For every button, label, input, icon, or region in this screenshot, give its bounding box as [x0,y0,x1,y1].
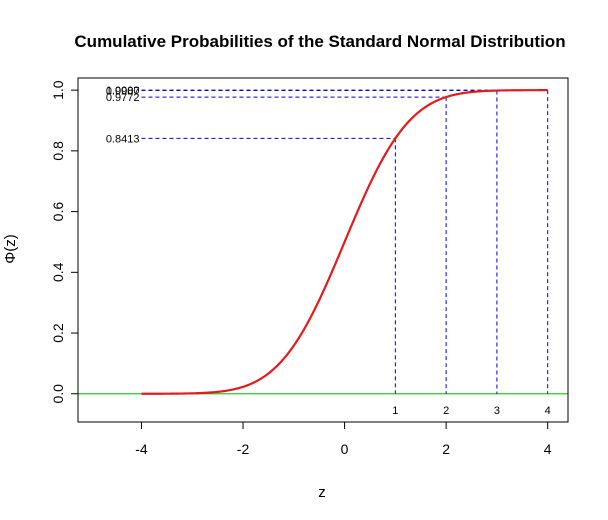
y-tick-label: 0.4 [50,262,66,282]
x-tick-label: 4 [544,441,552,457]
plot-frame [77,77,569,423]
reference-probability-label: 0.9987 [106,86,140,98]
y-tick-label: 0.6 [50,202,66,222]
reference-z-label: 4 [545,405,551,417]
reference-z-label: 3 [494,405,500,417]
reference-z-label: 2 [443,405,449,417]
x-tick-label: -2 [237,441,250,457]
reference-probability-label: 1.0000 [106,85,140,97]
plot-area: 1 0.8413 2 0.9772 3 0.9987 4 1.0000 [78,85,568,417]
reference-probability-label: 0.9772 [106,92,140,104]
reference-probability-label: 0.8413 [106,133,140,145]
x-tick-label: 0 [341,441,349,457]
chart-title: Cumulative Probabilities of the Standard… [74,32,565,51]
y-tick-label: 0.8 [50,141,66,161]
y-axis: 0.0 0.2 0.4 0.6 0.8 1.0 [50,80,79,404]
x-tick-label: 2 [442,441,450,457]
y-axis-title: Φ(z) [2,234,19,263]
x-axis-title: z [318,484,326,501]
cdf-curve [141,89,548,395]
y-tick-label: 1.0 [50,80,66,100]
y-tick-label: 0.0 [50,384,66,404]
x-tick-label: -4 [135,441,148,457]
x-axis: -4 -2 0 2 4 [135,421,552,457]
reference-z-label: 1 [392,405,398,417]
y-tick-label: 0.2 [50,323,66,343]
